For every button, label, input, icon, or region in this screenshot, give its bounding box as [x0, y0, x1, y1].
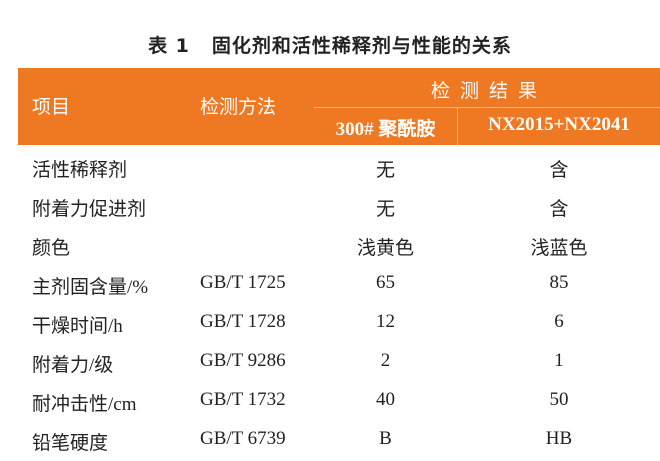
- table-cell: GB/T 6739: [200, 428, 286, 449]
- table-cell: 6: [554, 311, 564, 332]
- table-cell: B: [379, 428, 392, 449]
- table-cell: 65: [376, 272, 395, 293]
- table-cell: 铅笔硬度: [32, 433, 109, 454]
- header-method: 检测方法: [200, 96, 277, 118]
- table-cell: 附着力促进剂: [32, 199, 147, 220]
- table-cell: 耐冲击性/cm: [32, 394, 137, 415]
- table-cell: 2: [380, 350, 391, 371]
- table-row: 活性稀释剂 无 含: [18, 146, 660, 185]
- table-cell: HB: [545, 428, 573, 449]
- table-cell: 无: [375, 199, 395, 220]
- table-row: 耐冲击性/cm GB/T 1732 40 50: [18, 380, 660, 419]
- table-cell: GB/T 1732: [200, 389, 286, 410]
- table-row: 颜色 浅黄色 浅蓝色: [18, 224, 660, 263]
- table-cell: 干燥时间/h: [32, 316, 123, 337]
- divider: [457, 108, 458, 145]
- table-row: 附着力促进剂 无 含: [18, 185, 660, 224]
- table-cell: 浅黄色: [356, 238, 414, 259]
- table-header: 项目 检测方法 检测结果 300# 聚酰胺 NX2015+NX2041: [18, 68, 660, 145]
- table-caption: 表 1 固化剂和活性稀释剂与性能的关系: [148, 35, 512, 57]
- table-cell: 附着力/级: [32, 355, 114, 376]
- table-cell: 无: [375, 160, 395, 181]
- table-cell: 40: [376, 389, 395, 410]
- table-cell: GB/T 1725: [200, 272, 286, 293]
- table-cell: 12: [376, 311, 395, 332]
- table-row: 主剂固含量/% GB/T 1725 65 85: [18, 263, 660, 302]
- table-cell: 50: [549, 389, 569, 410]
- header-col-300-polyamide: 300# 聚酰胺: [335, 119, 436, 140]
- table-cell: 活性稀释剂: [32, 160, 128, 181]
- table-cell: 浅蓝色: [530, 238, 588, 259]
- table-cell: 主剂固含量/%: [32, 277, 149, 298]
- table-cell: 含: [549, 160, 569, 181]
- table-cell: 颜色: [32, 238, 71, 259]
- table-cell: GB/T 1728: [200, 311, 286, 332]
- table-row: 干燥时间/h GB/T 1728 12 6: [18, 302, 660, 341]
- table-cell: 含: [549, 199, 569, 220]
- table-row: 铅笔硬度 GB/T 6739 B HB: [18, 419, 660, 458]
- header-col-nx: NX2015+NX2041: [488, 114, 630, 135]
- header-item: 项目: [32, 96, 71, 118]
- divider: [314, 107, 660, 108]
- table-cell: 1: [554, 350, 564, 371]
- table-cell: GB/T 9286: [200, 350, 286, 371]
- header-results: 检测结果: [430, 80, 547, 102]
- table-row: 附着力/级 GB/T 9286 2 1: [18, 341, 660, 380]
- table-cell: 85: [549, 272, 569, 293]
